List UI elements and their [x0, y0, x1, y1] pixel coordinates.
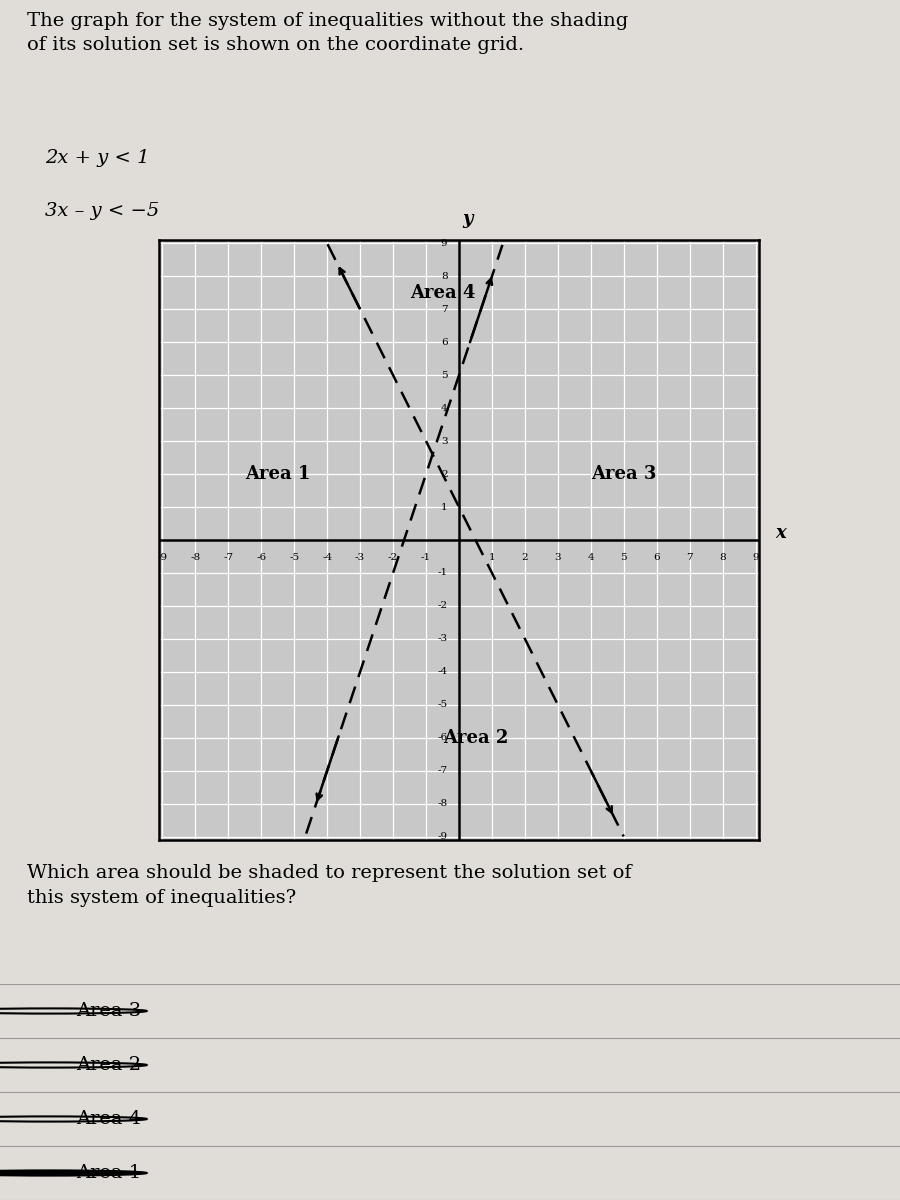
Text: 2: 2: [522, 553, 528, 562]
Text: 9: 9: [752, 553, 759, 562]
Text: -4: -4: [437, 667, 447, 677]
Text: 3: 3: [554, 553, 562, 562]
Text: -3: -3: [355, 553, 365, 562]
Text: 2: 2: [441, 469, 447, 479]
Text: 3x – y < −5: 3x – y < −5: [45, 202, 159, 220]
Text: Area 1: Area 1: [245, 466, 310, 484]
Text: 3: 3: [441, 437, 447, 445]
Text: -4: -4: [322, 553, 332, 562]
Text: -6: -6: [437, 733, 447, 743]
Text: 5: 5: [441, 371, 447, 379]
Text: -7: -7: [437, 767, 447, 775]
Text: Area 4: Area 4: [76, 1110, 141, 1128]
Text: 4: 4: [441, 403, 447, 413]
Text: -2: -2: [388, 553, 398, 562]
Text: -1: -1: [421, 553, 431, 562]
Text: -1: -1: [437, 569, 447, 577]
Text: 1: 1: [489, 553, 495, 562]
Text: 1: 1: [441, 503, 447, 511]
Text: Area 3: Area 3: [591, 466, 656, 484]
Text: x: x: [776, 524, 787, 542]
Text: Area 2: Area 2: [443, 728, 508, 746]
Text: -3: -3: [437, 635, 447, 643]
Text: -5: -5: [289, 553, 299, 562]
Ellipse shape: [0, 1170, 147, 1176]
Text: 8: 8: [441, 271, 447, 281]
Text: y: y: [462, 210, 472, 228]
Text: 8: 8: [719, 553, 726, 562]
Text: The graph for the system of inequalities without the shading
of its solution set: The graph for the system of inequalities…: [27, 12, 628, 54]
Text: -2: -2: [437, 601, 447, 611]
Text: -9: -9: [158, 553, 167, 562]
Text: 2x + y < 1: 2x + y < 1: [45, 149, 149, 167]
Text: Area 1: Area 1: [76, 1164, 141, 1182]
Text: -7: -7: [223, 553, 233, 562]
Text: Area 4: Area 4: [410, 283, 475, 301]
Text: -8: -8: [437, 799, 447, 809]
Text: 9: 9: [441, 239, 447, 247]
Text: -5: -5: [437, 701, 447, 709]
Text: 7: 7: [687, 553, 693, 562]
Text: 7: 7: [441, 305, 447, 313]
Text: 6: 6: [441, 337, 447, 347]
Text: -8: -8: [190, 553, 201, 562]
Text: Area 2: Area 2: [76, 1056, 141, 1074]
Text: Which area should be shaded to represent the solution set of
this system of ineq: Which area should be shaded to represent…: [27, 864, 632, 907]
Text: -9: -9: [437, 833, 447, 841]
Text: -6: -6: [256, 553, 266, 562]
Text: 4: 4: [588, 553, 594, 562]
Text: Area 3: Area 3: [76, 1002, 142, 1020]
Text: 5: 5: [620, 553, 627, 562]
Text: 6: 6: [653, 553, 660, 562]
